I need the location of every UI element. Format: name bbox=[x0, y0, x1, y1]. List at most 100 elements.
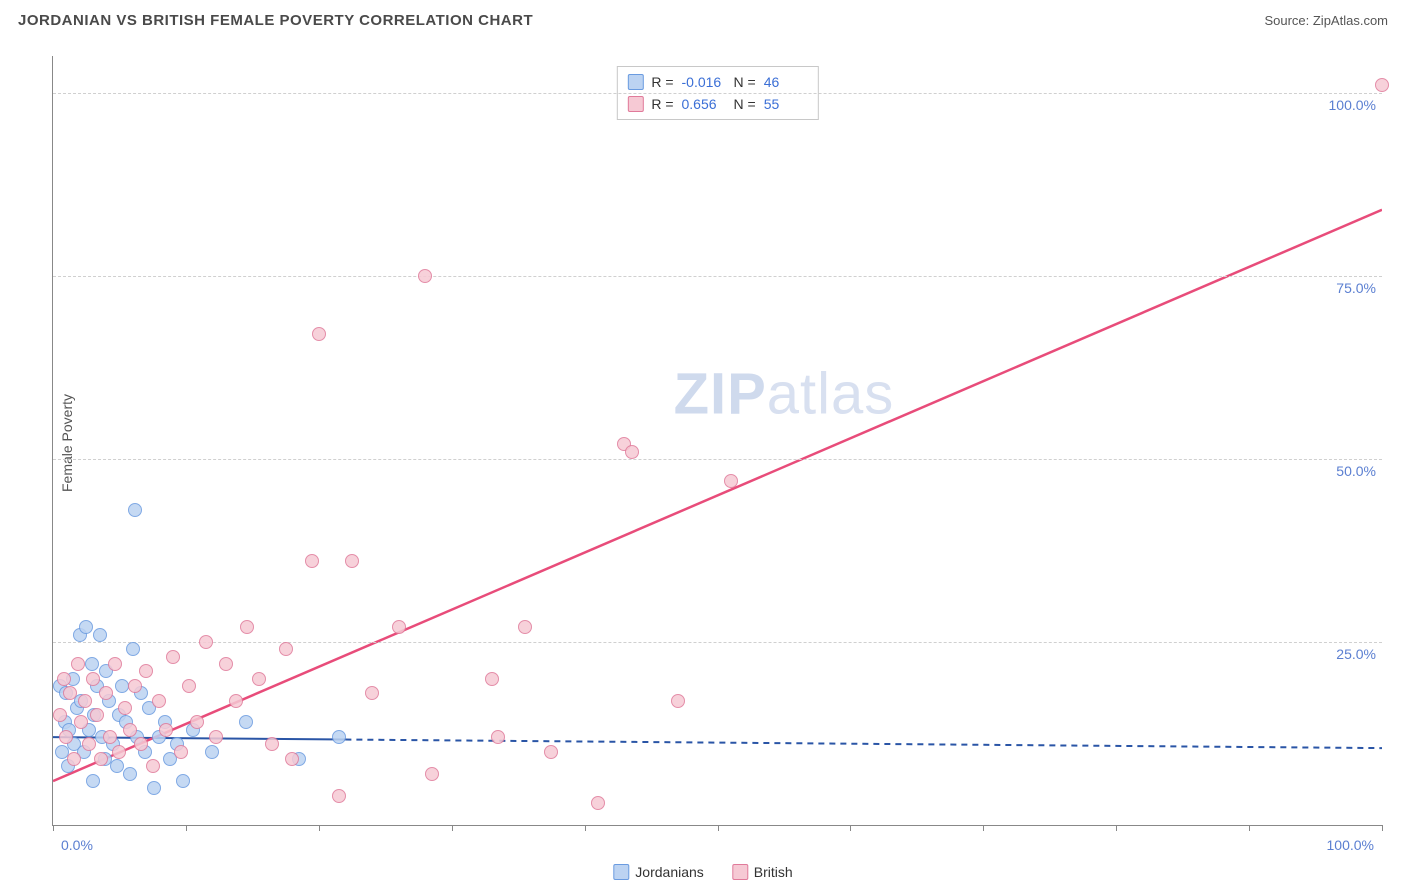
legend-swatch-jordanian bbox=[613, 864, 629, 880]
data-point bbox=[205, 745, 219, 759]
data-point bbox=[176, 774, 190, 788]
data-point bbox=[518, 620, 532, 634]
data-point bbox=[115, 679, 129, 693]
legend-swatch-british bbox=[732, 864, 748, 880]
data-point bbox=[392, 620, 406, 634]
data-point bbox=[139, 664, 153, 678]
data-point bbox=[365, 686, 379, 700]
data-point bbox=[79, 620, 93, 634]
stat-row-british: R = 0.656 N = 55 bbox=[627, 93, 807, 115]
swatch-british bbox=[627, 96, 643, 112]
n-value-jordanian: 46 bbox=[764, 71, 808, 93]
x-tick-label-min: 0.0% bbox=[61, 837, 93, 853]
data-point bbox=[190, 715, 204, 729]
data-point bbox=[128, 679, 142, 693]
data-point bbox=[152, 694, 166, 708]
x-tick-label-max: 100.0% bbox=[1327, 837, 1374, 853]
data-point bbox=[90, 708, 104, 722]
legend-label-british: British bbox=[754, 864, 793, 880]
watermark: ZIPatlas bbox=[674, 361, 895, 428]
data-point bbox=[671, 694, 685, 708]
data-point bbox=[265, 737, 279, 751]
data-point bbox=[59, 730, 73, 744]
plot-area: ZIPatlas R = -0.016 N = 46 R = 0.656 N =… bbox=[52, 56, 1382, 826]
data-point bbox=[103, 730, 117, 744]
data-point bbox=[166, 650, 180, 664]
watermark-zip: ZIP bbox=[674, 362, 767, 427]
data-point bbox=[418, 269, 432, 283]
data-point bbox=[123, 767, 137, 781]
data-point bbox=[332, 789, 346, 803]
y-tick-label: 25.0% bbox=[1336, 646, 1376, 662]
data-point bbox=[146, 759, 160, 773]
data-point bbox=[108, 657, 122, 671]
data-point bbox=[240, 620, 254, 634]
n-value-british: 55 bbox=[764, 93, 808, 115]
data-point bbox=[544, 745, 558, 759]
data-point bbox=[625, 445, 639, 459]
data-point bbox=[94, 752, 108, 766]
data-point bbox=[425, 767, 439, 781]
data-point bbox=[239, 715, 253, 729]
data-point bbox=[63, 686, 77, 700]
data-point bbox=[159, 723, 173, 737]
data-point bbox=[1375, 78, 1389, 92]
legend-item-jordanian: Jordanians bbox=[613, 864, 704, 880]
data-point bbox=[485, 672, 499, 686]
data-point bbox=[53, 708, 67, 722]
data-point bbox=[182, 679, 196, 693]
y-tick-label: 75.0% bbox=[1336, 280, 1376, 296]
n-label: N = bbox=[734, 93, 756, 115]
data-point bbox=[86, 774, 100, 788]
data-point bbox=[147, 781, 161, 795]
series-legend: Jordanians British bbox=[613, 864, 792, 880]
data-point bbox=[110, 759, 124, 773]
data-point bbox=[93, 628, 107, 642]
data-point bbox=[71, 657, 85, 671]
r-label: R = bbox=[651, 71, 673, 93]
data-point bbox=[229, 694, 243, 708]
data-point bbox=[591, 796, 605, 810]
data-point bbox=[312, 327, 326, 341]
r-value-british: 0.656 bbox=[682, 93, 726, 115]
trend-lines bbox=[53, 56, 1382, 825]
chart-title: JORDANIAN VS BRITISH FEMALE POVERTY CORR… bbox=[18, 12, 533, 29]
data-point bbox=[57, 672, 71, 686]
watermark-atlas: atlas bbox=[767, 362, 895, 427]
data-point bbox=[219, 657, 233, 671]
data-point bbox=[345, 554, 359, 568]
data-point bbox=[85, 657, 99, 671]
source-label: Source: ZipAtlas.com bbox=[1264, 13, 1388, 28]
swatch-jordanian bbox=[627, 74, 643, 90]
data-point bbox=[252, 672, 266, 686]
data-point bbox=[491, 730, 505, 744]
n-label: N = bbox=[734, 71, 756, 93]
y-tick-label: 50.0% bbox=[1336, 463, 1376, 479]
data-point bbox=[724, 474, 738, 488]
data-point bbox=[279, 642, 293, 656]
data-point bbox=[67, 752, 81, 766]
data-point bbox=[126, 642, 140, 656]
r-value-jordanian: -0.016 bbox=[682, 71, 726, 93]
data-point bbox=[285, 752, 299, 766]
stat-row-jordanian: R = -0.016 N = 46 bbox=[627, 71, 807, 93]
chart-container: Female Poverty ZIPatlas R = -0.016 N = 4… bbox=[40, 48, 1390, 838]
data-point bbox=[199, 635, 213, 649]
legend-item-british: British bbox=[732, 864, 793, 880]
data-point bbox=[78, 694, 92, 708]
y-tick-label: 100.0% bbox=[1329, 97, 1376, 113]
data-point bbox=[332, 730, 346, 744]
data-point bbox=[112, 745, 126, 759]
data-point bbox=[134, 737, 148, 751]
legend-label-jordanian: Jordanians bbox=[635, 864, 704, 880]
data-point bbox=[174, 745, 188, 759]
r-label: R = bbox=[651, 93, 673, 115]
data-point bbox=[82, 737, 96, 751]
data-point bbox=[118, 701, 132, 715]
data-point bbox=[123, 723, 137, 737]
data-point bbox=[128, 503, 142, 517]
data-point bbox=[74, 715, 88, 729]
data-point bbox=[305, 554, 319, 568]
data-point bbox=[86, 672, 100, 686]
data-point bbox=[209, 730, 223, 744]
